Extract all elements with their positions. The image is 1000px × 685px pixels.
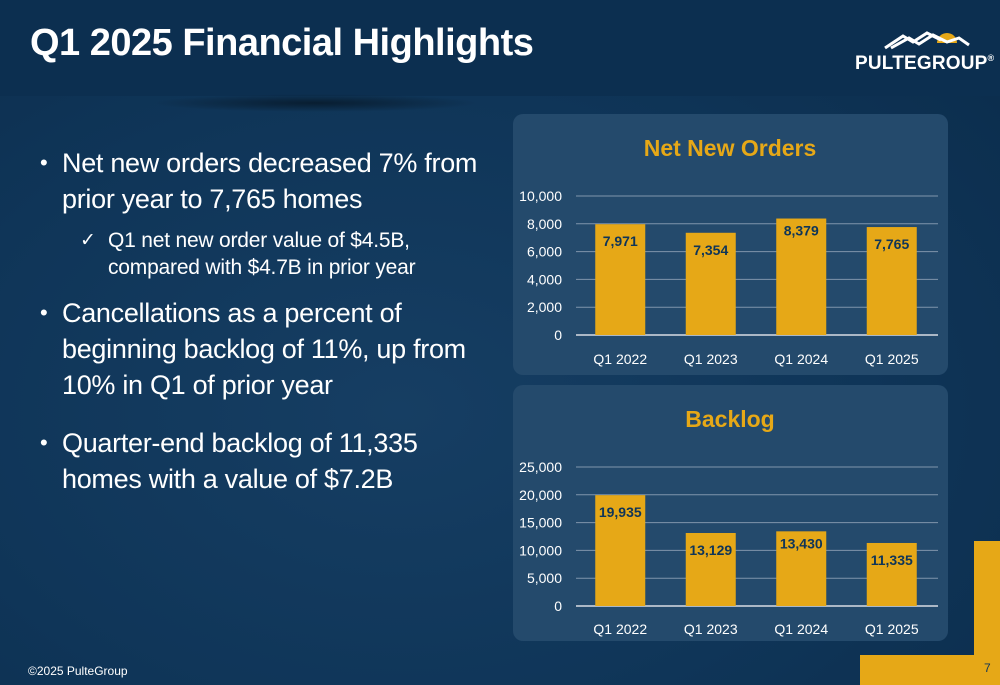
y-tick-label: 2,000 <box>527 299 562 315</box>
backlog-chart-card: Backlog 0 5,000 10,000 15,000 20,000 25,000 19,… <box>513 385 948 641</box>
bar <box>595 495 646 606</box>
bar <box>595 224 646 335</box>
bar-value-label: 7,971 <box>603 233 638 249</box>
bar-value-label: 13,430 <box>780 535 823 551</box>
title-bar <box>0 0 1000 96</box>
bullet-dot-icon: • <box>40 430 48 455</box>
chart-title: Backlog <box>685 406 774 432</box>
sub-bullet-order-value: ✓ Q1 net new order value of $4.5B, compa… <box>40 227 490 281</box>
roof-icon <box>884 31 973 52</box>
x-category-label: Q1 2022 <box>593 621 647 637</box>
bar-value-label: 19,935 <box>599 504 642 520</box>
bullet-dot-icon: • <box>40 150 48 175</box>
bar-value-label: 7,765 <box>874 236 909 252</box>
y-tick-label: 20,000 <box>519 487 562 503</box>
bar <box>866 227 917 335</box>
bar <box>685 232 736 335</box>
y-tick-label: 0 <box>554 327 562 343</box>
y-tick-label: 10,000 <box>519 542 562 558</box>
y-tick-label: 6,000 <box>527 244 562 260</box>
y-tick-label: 15,000 <box>519 515 562 531</box>
x-category-label: Q1 2024 <box>774 621 828 637</box>
bullet-dot-icon: • <box>40 300 48 325</box>
logo-wordmark: PULTEGROUP <box>855 53 988 74</box>
pultegroup-logo: PULTEGROUP® <box>855 26 994 76</box>
bar-value-label: 13,129 <box>689 542 732 558</box>
logo-text: PULTEGROUP® <box>855 53 994 75</box>
x-category-label: Q1 2025 <box>865 621 919 637</box>
bullet-text: Net new orders decreased 7% from prior y… <box>62 148 478 214</box>
x-category-label: Q1 2023 <box>684 621 738 637</box>
y-tick-label: 0 <box>554 598 562 614</box>
title-shadow <box>150 94 480 112</box>
bullet-text: Cancellations as a percent of beginning … <box>62 298 466 400</box>
bar <box>776 531 827 606</box>
x-category-label: Q1 2022 <box>593 351 647 367</box>
bullet-backlog: • Quarter-end backlog of 11,335 homes wi… <box>40 425 490 497</box>
y-tick-label: 4,000 <box>527 271 562 287</box>
x-category-label: Q1 2024 <box>774 351 828 367</box>
page-number: 7 <box>984 661 991 675</box>
x-category-label: Q1 2025 <box>865 351 919 367</box>
checkmark-icon: ✓ <box>80 230 96 251</box>
y-tick-label: 10,000 <box>519 188 562 204</box>
sub-bullet-text: Q1 net new order value of $4.5B, compare… <box>108 229 416 279</box>
net-new-orders-chart-card: Net New Orders 0 2,000 4,000 6,000 8,000 10,00… <box>513 114 948 375</box>
chart-title: Net New Orders <box>644 135 817 161</box>
bar-value-label: 7,354 <box>693 242 728 258</box>
backlog-chart: Backlog 0 5,000 10,000 15,000 20,000 25,000 19,… <box>519 406 938 637</box>
bar-value-label: 11,335 <box>871 552 913 568</box>
accent-bar-bottom <box>860 655 1000 685</box>
net-new-orders-chart: Net New Orders 0 2,000 4,000 6,000 8,000 10,00… <box>519 135 938 367</box>
x-category-label: Q1 2023 <box>684 351 738 367</box>
bar <box>685 533 736 606</box>
copyright-footer: ©2025 PulteGroup <box>28 664 128 678</box>
bullet-cancellations: • Cancellations as a percent of beginnin… <box>40 295 490 403</box>
bullet-list: • Net new orders decreased 7% from prior… <box>40 145 490 509</box>
bar-value-label: 8,379 <box>784 223 819 239</box>
bullet-text: Quarter-end backlog of 11,335 homes with… <box>62 428 418 494</box>
y-tick-label: 25,000 <box>519 459 562 475</box>
y-tick-label: 5,000 <box>527 570 562 586</box>
y-tick-label: 8,000 <box>527 216 562 232</box>
bar <box>776 218 827 335</box>
page-title: Q1 2025 Financial Highlights <box>30 22 534 64</box>
bar <box>866 542 917 606</box>
registered-mark: ® <box>987 53 995 63</box>
bullet-net-new-orders: • Net new orders decreased 7% from prior… <box>40 145 490 217</box>
